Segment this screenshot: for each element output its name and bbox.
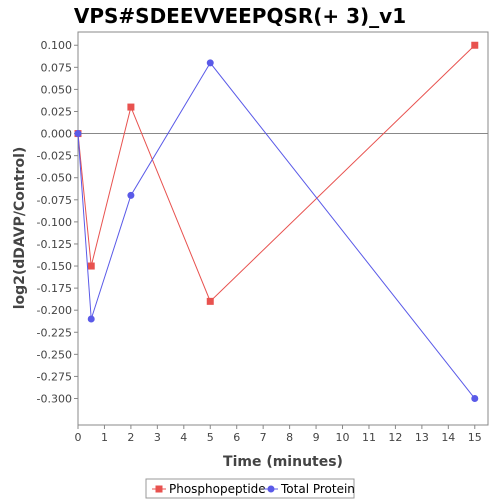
legend-item: Phosphopeptide bbox=[152, 482, 266, 496]
legend-marker bbox=[267, 485, 275, 493]
x-tick-label: 10 bbox=[336, 431, 350, 444]
chart-title: VPS#SDEEVVEEPQSR(+ 3)_v1 bbox=[74, 4, 406, 28]
y-tick-label: -0.275 bbox=[37, 370, 72, 383]
legend: Phosphopeptide Total Protein bbox=[145, 478, 355, 499]
data-point bbox=[206, 297, 214, 305]
plot-frame bbox=[77, 31, 489, 426]
x-tick-label: 9 bbox=[313, 431, 320, 444]
data-point bbox=[87, 315, 95, 323]
y-tick-label: 0.000 bbox=[41, 128, 73, 141]
y-tick-label: -0.200 bbox=[37, 304, 72, 317]
x-axis-label: Time (minutes) bbox=[223, 454, 343, 470]
x-tick-label: 15 bbox=[468, 431, 482, 444]
y-tick-label: -0.150 bbox=[37, 260, 72, 273]
y-tick-label: 0.075 bbox=[41, 61, 73, 74]
data-point bbox=[471, 395, 479, 403]
y-tick-label: 0.100 bbox=[41, 39, 73, 52]
x-axis: 0 1 2 3 4 5 6 7 8 9 10 11 12 13 14 15 bbox=[75, 425, 482, 444]
y-axis-label: log2(dDAVP/Control) bbox=[12, 147, 28, 310]
y-tick-label: -0.125 bbox=[37, 238, 72, 251]
data-point bbox=[471, 41, 479, 49]
data-point bbox=[87, 262, 95, 270]
legend-box bbox=[145, 478, 355, 499]
data-point bbox=[206, 59, 214, 67]
x-tick-label: 1 bbox=[101, 431, 108, 444]
x-tick-label: 11 bbox=[362, 431, 376, 444]
series-total-protein bbox=[74, 59, 479, 403]
y-tick-label: 0.025 bbox=[41, 105, 73, 118]
x-tick-label: 5 bbox=[207, 431, 214, 444]
legend-item: Total Protein bbox=[264, 482, 355, 496]
x-tick-label: 4 bbox=[180, 431, 187, 444]
legend-marker bbox=[155, 485, 163, 493]
x-tick-label: 3 bbox=[154, 431, 161, 444]
series-layer bbox=[74, 41, 479, 403]
y-tick-label: -0.300 bbox=[37, 393, 72, 406]
y-tick-label: -0.175 bbox=[37, 282, 72, 295]
legend-label: Total Protein bbox=[280, 482, 355, 496]
y-tick-label: -0.100 bbox=[37, 216, 72, 229]
x-tick-label: 14 bbox=[441, 431, 455, 444]
x-tick-label: 12 bbox=[388, 431, 402, 444]
y-axis: 0.100 0.075 0.050 0.025 0.000 -0.025 -0.050 -0.… bbox=[37, 39, 78, 406]
data-point bbox=[127, 103, 135, 111]
x-tick-label: 8 bbox=[286, 431, 293, 444]
plot-area: 0.100 0.075 0.050 0.025 0.000 -0.025 -0.050 -0.… bbox=[37, 31, 489, 444]
x-tick-label: 0 bbox=[75, 431, 82, 444]
y-tick-label: -0.250 bbox=[37, 348, 72, 361]
y-tick-label: -0.075 bbox=[37, 194, 72, 207]
y-tick-label: -0.025 bbox=[37, 150, 72, 163]
x-tick-label: 6 bbox=[233, 431, 240, 444]
y-tick-label: -0.225 bbox=[37, 326, 72, 339]
x-tick-label: 13 bbox=[415, 431, 429, 444]
x-tick-label: 7 bbox=[260, 431, 267, 444]
legend-label: Phosphopeptide bbox=[169, 482, 266, 496]
data-point bbox=[74, 130, 82, 138]
data-point bbox=[127, 191, 135, 199]
y-tick-label: 0.050 bbox=[41, 83, 73, 96]
y-tick-label: -0.050 bbox=[37, 172, 72, 185]
x-tick-label: 2 bbox=[127, 431, 134, 444]
